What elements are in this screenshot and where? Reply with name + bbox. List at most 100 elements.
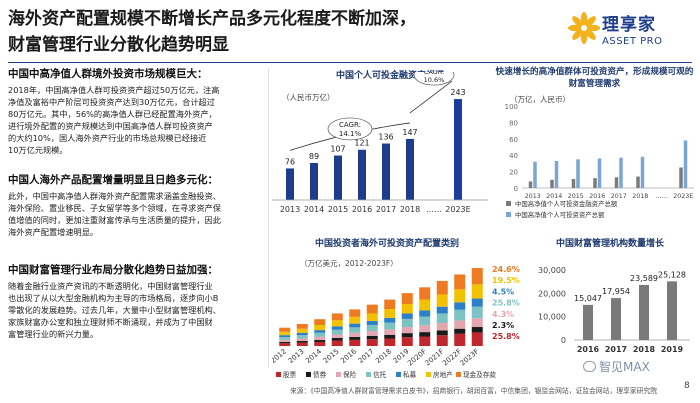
logo-subtitle: ASSET PRO <box>602 36 663 47</box>
chart3-stack-segment <box>279 341 291 344</box>
chart2-bar <box>533 161 537 188</box>
chart1-x-tick: 2015 <box>328 205 348 214</box>
section-line: 富管理行业的新兴力量。 <box>8 329 99 339</box>
section-line: 的大约10%，国人海外资产行业的市场总规模已经接近 <box>8 133 207 143</box>
chart3-stack-segment <box>471 318 483 328</box>
chart3-stack-segment <box>384 338 396 346</box>
chart2-hnw-assets: 0 20 40 60 80 100 2013 2014 2015 2016 2017 2018 …… 20… <box>505 103 694 219</box>
chart3-stack-segment <box>366 331 378 336</box>
chart3-legend-label: 现金及存款 <box>463 370 496 379</box>
chart3-allocation-categories: 201220132014201520162017201820192020F202… <box>272 265 520 379</box>
chart3-legend-swatch <box>426 372 431 377</box>
chart4-institution-count: 0 10,000 20,000 30,000 15,047 2016 17,954 2017 2… <box>538 266 690 354</box>
chart1-bar <box>286 168 294 200</box>
chart3-stack-segment <box>366 313 378 321</box>
chart4-y-tick: 0 <box>561 336 566 345</box>
chart2-y-tick: 20 <box>509 169 518 177</box>
chart2-bar <box>636 176 640 188</box>
section-market-size: 中国中高净值人群境外投资市场规模巨大： 2018年，中国高净值人群可投资资产超过… <box>8 66 258 156</box>
chart4-x-tick: 2019 <box>661 345 684 354</box>
chart3-stack-segment <box>384 309 396 318</box>
chart1-value-label: 89 <box>309 152 319 161</box>
chart3-share-label: 25.8% <box>492 299 520 308</box>
chart3-stack-segment <box>471 332 483 346</box>
chart3-stack-segment <box>419 316 431 326</box>
title-line-1: 海外资产配置规模不断增长产品多元化程度不断加深， <box>8 9 416 29</box>
chart1-value-label: 147 <box>402 128 417 137</box>
chart1-x-tick: 2016 <box>352 205 372 214</box>
chart1-cagr-badge <box>413 72 455 86</box>
chart3-share-label: 19.5% <box>492 276 520 285</box>
chart3-x-tick: 2015 <box>322 347 341 365</box>
logo-flower-icon <box>568 12 600 44</box>
chart1-cagr-badge <box>327 117 373 141</box>
chart3-stack-segment <box>296 332 308 336</box>
chart3-stack-segment <box>314 339 326 342</box>
chart2-bar <box>619 157 623 188</box>
chart3-stack-segment <box>471 298 483 307</box>
chart1-value-label: 121 <box>354 139 369 148</box>
chart3-stack-segment <box>454 328 466 334</box>
wechat-watermark: 智见MAX <box>583 358 650 375</box>
chart1-unit-label: （人民币万亿） <box>282 93 335 102</box>
chart2-bar <box>571 178 576 188</box>
chart3-stack-segment <box>349 339 361 346</box>
chart3-stack-segment <box>471 284 483 299</box>
chart3-stack-segment <box>401 333 413 338</box>
chart2-unit-label: （万亿，人民币） <box>510 95 570 104</box>
chart3-stack-segment <box>436 313 448 323</box>
section-fragmentation: 中国财富管理行业布局分散化趋势日益加强： 随着金融行业资产资讯的不断透明化，中国… <box>8 262 258 340</box>
chart2-bar <box>683 140 688 188</box>
chart3-stack-segment <box>419 336 431 346</box>
chart3-legend-label: 债券 <box>313 370 327 379</box>
chart3-stack-segment <box>454 302 466 310</box>
chart3-stack-segment <box>401 303 413 314</box>
section-heading: 中国中高净值人群境外投资市场规模巨大： <box>8 68 208 80</box>
chart3-stack-segment <box>279 327 291 332</box>
chart3-stack-segment <box>331 326 343 330</box>
chart3-stack-segment <box>296 338 308 341</box>
chart3-legend-swatch <box>276 372 281 377</box>
chart2-bar <box>614 177 619 188</box>
chart1-value-label: 243 <box>450 88 465 97</box>
chart4-y-tick: 30,000 <box>538 266 566 275</box>
section-line: 值增值的同时，更加注重财富传承与生活质量的提升，因此 <box>8 215 221 225</box>
chart2-legend-label: 中国高净值个人可投资资产总额 <box>515 210 605 219</box>
chart3-stack-segment <box>331 337 343 341</box>
chart1-bar <box>454 99 462 200</box>
chart2-x-tick: 2014 <box>546 193 562 200</box>
chart2-bar <box>593 178 597 188</box>
chart2-legend-label: 中国高净值个人可投资金融资产总额 <box>515 199 618 208</box>
section-diversification: 中国人海外产品配置增量明显且日趋多元化： 此外，中国中高净值人群海外资产配置需求… <box>8 172 258 238</box>
chart2-y-tick: 0 <box>514 185 518 193</box>
chart1-value-label: 76 <box>285 157 295 166</box>
chart3-stack-segment <box>279 337 291 340</box>
chart3-x-tick: 2020F <box>406 347 428 367</box>
chart4-bar <box>667 281 677 340</box>
chart3-stack-segment <box>401 313 413 319</box>
chart3-legend-swatch <box>336 372 341 377</box>
chart3-stack-segment <box>331 329 343 335</box>
chart3-share-label: 25.8% <box>492 332 520 341</box>
chart3-stack-segment <box>384 317 396 323</box>
section-body: 此外，中国中高净值人群海外资产配置需求涵盖金融投资、 海外保险、置业移民、子女留… <box>8 190 258 238</box>
chart2-y-tick: 40 <box>509 152 518 160</box>
section-line: 也出现了从以大型金融机构为主导的市场格局，逐步向小B <box>8 293 219 303</box>
chart3-x-tick: 2012 <box>272 347 288 365</box>
chart2-x-tick: 2016 <box>589 193 605 200</box>
chart3-legend-label: 保险 <box>343 370 357 379</box>
chart3-legend-label: 私募 <box>403 370 417 379</box>
chart1-value-label: 136 <box>378 133 393 142</box>
chart1-x-tick: 2013 <box>280 205 300 214</box>
chart1-bar <box>310 163 318 200</box>
chart2-x-tick: …… <box>655 193 668 200</box>
chart3-stack-segment <box>314 319 326 325</box>
chart3-stack-segment <box>419 332 431 337</box>
chart1-x-tick: 2023E <box>445 205 470 214</box>
chart3-x-tick: 2013 <box>287 347 306 365</box>
chart3-legend-swatch <box>456 372 461 377</box>
logo-name: 理享家 <box>602 15 656 35</box>
section-line: 2018年，中国高净值人群可投资资产超过50万亿元，注高 <box>8 85 220 95</box>
chart3-stack-segment <box>296 340 308 343</box>
chart2-x-tick: 2017 <box>611 193 627 200</box>
